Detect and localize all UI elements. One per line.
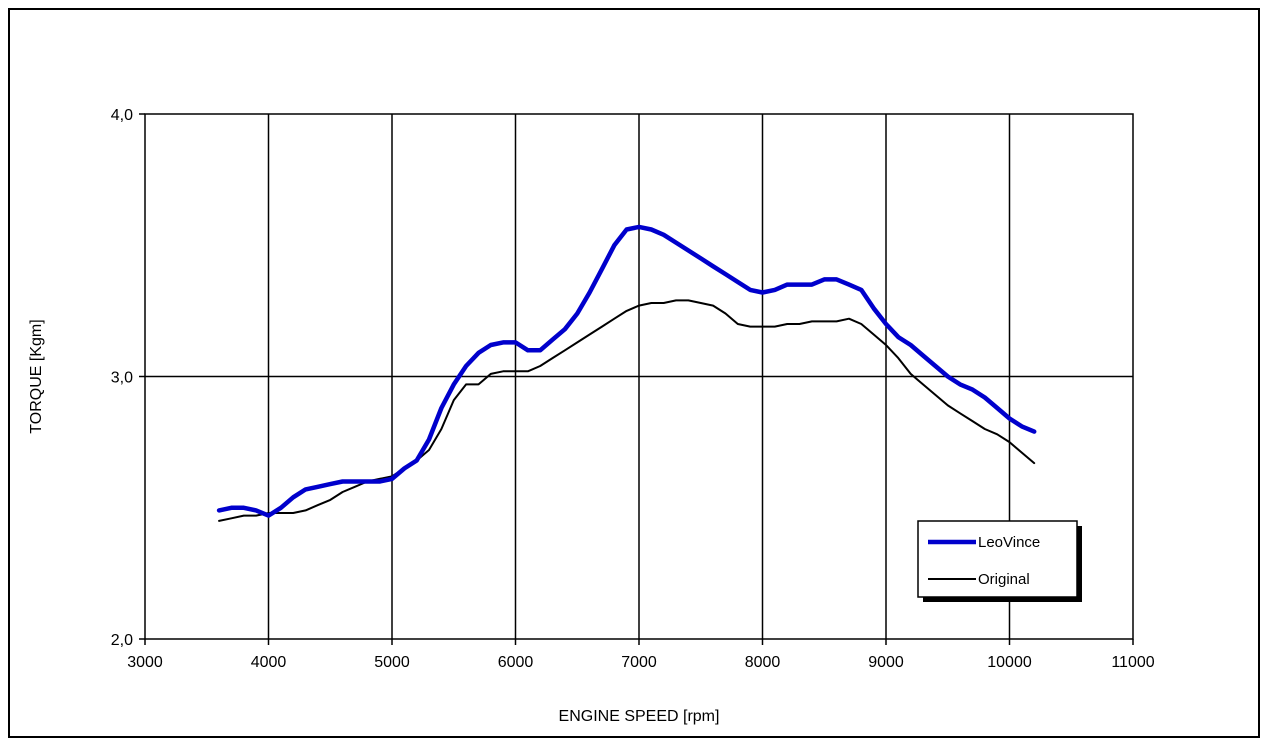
axis-ticks: 3000 4000 5000 6000 7000 8000 9000 10000 11000 2,…: [111, 107, 1155, 671]
legend-label-leovince: LeoVince: [978, 534, 1040, 551]
y-tick-label: 4,0: [111, 107, 133, 124]
x-axis-title: ENGINE SPEED [rpm]: [559, 708, 720, 725]
y-tick-label: 2,0: [111, 632, 133, 649]
x-tick-label: 5000: [374, 654, 410, 671]
chart-frame: [8, 8, 1260, 738]
series-lines: [216, 224, 1037, 522]
y-axis-title: TORQUE [Kgm]: [28, 319, 45, 433]
x-tick-label: 4000: [251, 654, 287, 671]
x-tick-label: 8000: [745, 654, 781, 671]
x-tick-label: 3000: [127, 654, 163, 671]
x-tick-label: 10000: [987, 654, 1032, 671]
x-tick-label: 6000: [498, 654, 534, 671]
legend-label-original: Original: [978, 571, 1030, 588]
series-line-leovince: [216, 224, 1037, 518]
y-tick-label: 3,0: [111, 370, 133, 387]
legend: LeoVince Original: [917, 520, 1082, 602]
x-tick-label: 11000: [1111, 654, 1154, 671]
series-line-original: [218, 299, 1036, 522]
legend-box: [917, 520, 1078, 598]
x-tick-label: 9000: [868, 654, 904, 671]
x-tick-label: 7000: [621, 654, 657, 671]
